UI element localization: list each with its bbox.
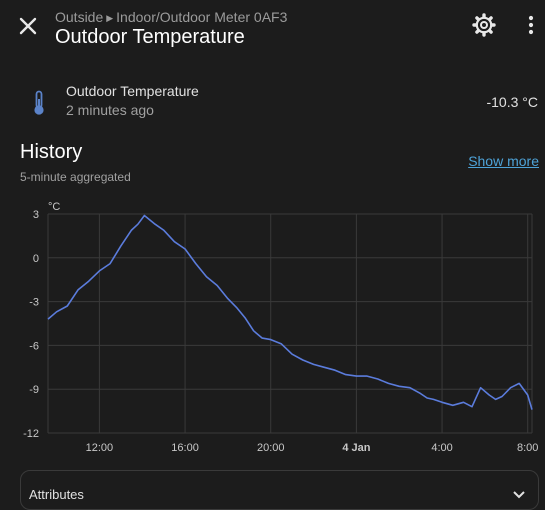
page-title: Outdoor Temperature (55, 26, 245, 48)
close-icon[interactable] (14, 12, 42, 40)
show-more-link[interactable]: Show more (468, 153, 539, 169)
x-tick-label: 8:00 (517, 442, 538, 454)
history-subtitle: 5-minute aggregated (20, 170, 131, 184)
breadcrumb-device: Indoor/Outdoor Meter 0AF3 (116, 9, 288, 25)
y-axis-unit-label: °C (48, 201, 60, 213)
more-vertical-icon[interactable] (522, 13, 540, 37)
y-tick-label: -12 (23, 428, 39, 440)
entity-row[interactable]: Outdoor Temperature 2 minutes ago -10.3 … (0, 76, 545, 128)
gear-icon[interactable] (471, 12, 497, 38)
y-tick-label: -6 (29, 340, 39, 352)
entity-last-changed: 2 minutes ago (66, 102, 154, 118)
history-title: History (20, 141, 83, 163)
breadcrumb-separator-icon: ▶ (106, 13, 114, 23)
attributes-expander[interactable]: Attributes (20, 470, 539, 510)
x-tick-label: 4:00 (431, 442, 452, 454)
x-tick-label: 12:00 (86, 442, 114, 454)
x-tick-label: 4 Jan (342, 442, 370, 454)
y-tick-label: -9 (29, 384, 39, 396)
thermometer-icon (29, 90, 49, 116)
x-tick-label: 16:00 (171, 442, 199, 454)
temperature-series-line (47, 214, 533, 410)
entity-name: Outdoor Temperature (66, 83, 199, 99)
top-bar: Outside ▶ Indoor/Outdoor Meter 0AF3 Outdoo… (0, 0, 545, 64)
history-chart: 3 0 -3 -6 -9 -12 12:00 16:00 20:00 4 Jan 4:00 8:00 °… (23, 201, 538, 454)
breadcrumb-area: Outside (55, 9, 104, 25)
y-tick-label: 3 (33, 209, 39, 221)
chevron-down-icon (512, 487, 526, 499)
y-tick-label: 0 (33, 253, 39, 265)
entity-state-value: -10.3 °C (486, 94, 538, 110)
attributes-label: Attributes (29, 487, 84, 502)
x-tick-label: 20:00 (257, 442, 285, 454)
breadcrumb: Outside ▶ Indoor/Outdoor Meter 0AF3 (55, 9, 287, 25)
y-tick-label: -3 (29, 297, 39, 309)
